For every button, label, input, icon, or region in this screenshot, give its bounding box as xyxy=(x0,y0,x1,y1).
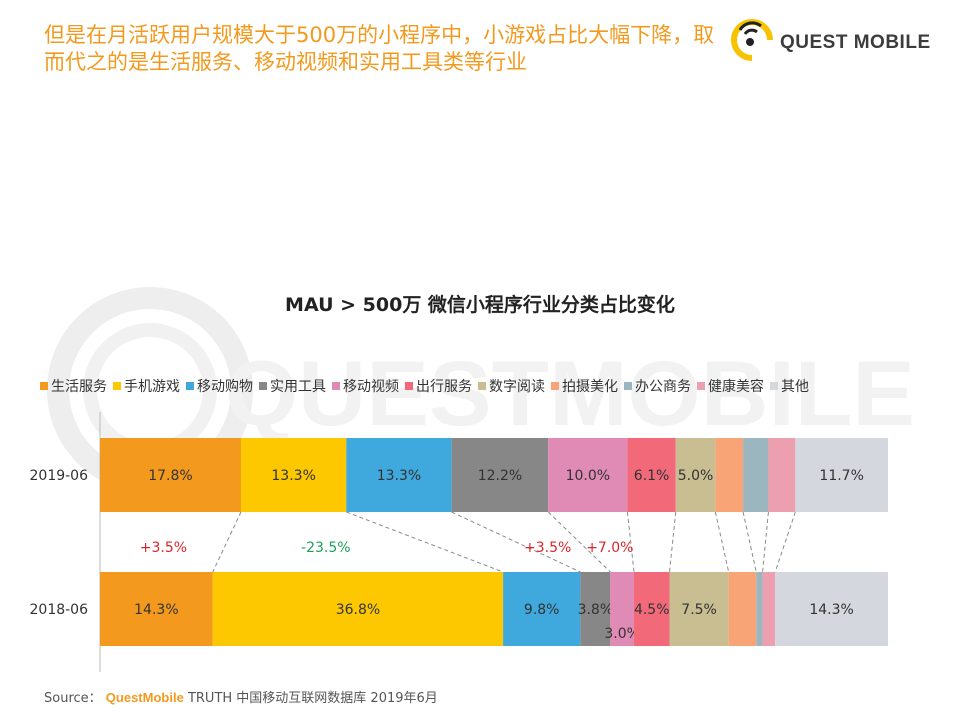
legend-swatch xyxy=(478,382,486,390)
legend-label: 移动购物 xyxy=(197,379,253,395)
logo-text: QUEST MOBILE xyxy=(780,32,931,53)
bar-segment xyxy=(627,438,676,512)
source-prefix: Source： xyxy=(44,691,102,706)
data-label: 9.8% xyxy=(524,602,560,618)
legend-item: 手机游戏 xyxy=(113,376,180,396)
legend-swatch xyxy=(113,382,121,390)
data-label: 7.5% xyxy=(681,602,717,618)
bar-segment xyxy=(743,438,769,512)
bar-segment xyxy=(715,438,744,512)
bar-segment xyxy=(728,572,757,646)
legend-swatch xyxy=(40,382,48,390)
data-label: 11.7% xyxy=(819,468,863,484)
change-annotation: +3.5% xyxy=(524,540,571,556)
bar-segment xyxy=(212,572,504,646)
logo-mark-icon xyxy=(731,19,773,61)
legend-swatch xyxy=(405,382,413,390)
legend-item: 移动购物 xyxy=(186,376,253,396)
change-annotation: +3.5% xyxy=(140,540,187,556)
bar-segment xyxy=(610,572,635,646)
change-annotation: -23.5% xyxy=(301,540,351,556)
legend-label: 出行服务 xyxy=(416,379,472,395)
questmobile-logo: QUEST MOBILE xyxy=(726,14,930,66)
legend-item: 健康美容 xyxy=(697,376,764,396)
bar-segment xyxy=(634,572,670,646)
connector-line xyxy=(774,511,796,573)
headline: 但是在月活跃用户规模大于500万的小程序中，小游戏占比大幅下降，取而代之的是生活… xyxy=(44,23,715,74)
bar-segment xyxy=(762,572,776,646)
legend-label: 实用工具 xyxy=(270,379,326,395)
data-label: 14.3% xyxy=(809,602,853,618)
connector-line xyxy=(742,511,757,573)
bar-segment xyxy=(756,572,763,646)
source-rest: TRUTH 中国移动互联网数据库 2019年6月 xyxy=(187,691,438,706)
legend-label: 办公商务 xyxy=(635,379,691,395)
bar-segment xyxy=(580,572,611,646)
legend-swatch xyxy=(186,382,194,390)
legend-label: 拍摄美化 xyxy=(562,379,618,395)
connector-line xyxy=(626,511,635,573)
connector-line xyxy=(669,511,677,573)
bar-segment xyxy=(451,438,549,512)
legend-swatch xyxy=(697,382,705,390)
chart-legend: 生活服务 手机游戏 移动购物 实用工具 移动视频 出行服务 数字阅读 拍摄美化 办公商务 健康美容… xyxy=(40,376,940,396)
bar-segment xyxy=(240,438,347,512)
bar-segment xyxy=(503,572,581,646)
data-label: 13.3% xyxy=(271,468,315,484)
legend-item: 拍摄美化 xyxy=(551,376,618,396)
connector-line xyxy=(451,511,581,573)
legend-label: 生活服务 xyxy=(51,379,107,395)
legend-item: 其他 xyxy=(770,376,809,396)
data-label: 36.8% xyxy=(336,602,380,618)
data-label: 14.3% xyxy=(134,602,178,618)
data-label: 5.0% xyxy=(678,468,714,484)
legend-swatch xyxy=(551,382,559,390)
legend-label: 其他 xyxy=(781,379,809,395)
source-brand: QuestMobile xyxy=(105,690,184,705)
data-label: 17.8% xyxy=(148,468,192,484)
legend-item: 办公商务 xyxy=(624,376,691,396)
legend-item: 出行服务 xyxy=(405,376,472,396)
legend-swatch xyxy=(332,382,340,390)
data-label: 10.0% xyxy=(566,468,610,484)
legend-swatch xyxy=(624,382,632,390)
bar-segment xyxy=(100,438,241,512)
connector-line xyxy=(762,511,769,573)
data-label: 4.5% xyxy=(634,602,670,618)
change-annotation: +7.0% xyxy=(586,540,633,556)
legend-label: 移动视频 xyxy=(343,379,399,395)
data-label: 3.0% xyxy=(604,626,640,642)
data-label: 12.2% xyxy=(478,468,522,484)
legend-item: 实用工具 xyxy=(259,376,326,396)
connector-line xyxy=(346,511,504,573)
bar-segment xyxy=(795,438,888,512)
data-label: 3.8% xyxy=(578,602,614,618)
data-label: 6.1% xyxy=(634,468,670,484)
bar-segment xyxy=(100,572,213,646)
bar-segment xyxy=(346,438,452,512)
legend-label: 数字阅读 xyxy=(489,379,545,395)
bar-segment xyxy=(669,572,729,646)
legend-swatch xyxy=(770,382,778,390)
connector-line xyxy=(212,511,242,573)
bar-segment xyxy=(675,438,716,512)
legend-swatch xyxy=(259,382,267,390)
legend-item: 数字阅读 xyxy=(478,376,545,396)
legend-label: 手机游戏 xyxy=(124,379,180,395)
connector-line xyxy=(547,511,611,573)
bar-segment xyxy=(775,572,888,646)
bar-segment xyxy=(548,438,628,512)
legend-label: 健康美容 xyxy=(708,379,764,395)
connector-line xyxy=(714,511,730,573)
legend-item: 移动视频 xyxy=(332,376,399,396)
chart-title: MAU > 500万 微信小程序行业分类占比变化 xyxy=(285,294,675,316)
source-note: Source： QuestMobile TRUTH 中国移动互联网数据库 201… xyxy=(44,687,438,706)
y-tick-label: 2019-06 xyxy=(30,468,89,484)
data-label: 13.3% xyxy=(377,468,421,484)
bar-segment xyxy=(768,438,796,512)
legend-item: 生活服务 xyxy=(40,376,107,396)
y-tick-label: 2018-06 xyxy=(30,602,89,618)
